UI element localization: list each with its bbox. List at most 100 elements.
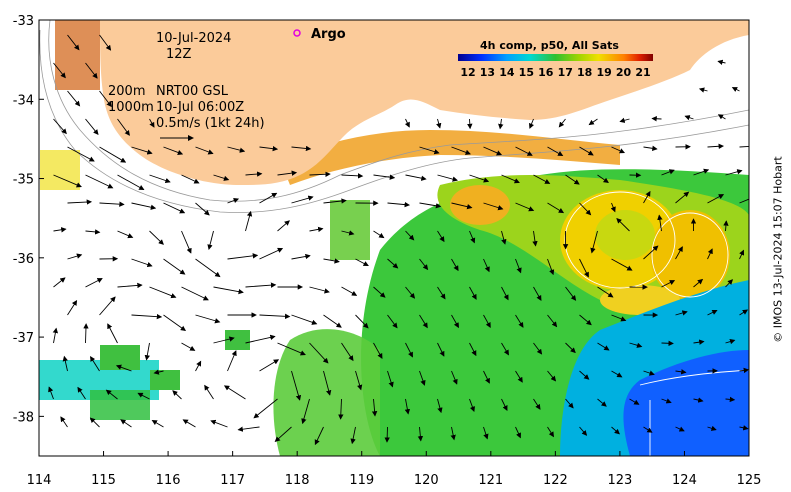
- current-arrow: [579, 146, 594, 156]
- current-arrow: [558, 118, 566, 128]
- current-arrow: [67, 34, 80, 51]
- current-arrow: [547, 370, 557, 382]
- current-arrow: [90, 355, 100, 372]
- current-arrow: [99, 296, 116, 316]
- lat-tick-label: -38: [13, 410, 34, 425]
- current-arrow: [643, 145, 658, 152]
- current-arrow: [253, 398, 278, 419]
- current-arrow: [451, 146, 471, 155]
- current-arrow: [153, 369, 164, 375]
- current-arrow: [172, 390, 182, 400]
- current-arrow: [469, 342, 477, 357]
- current-arrow: [163, 258, 186, 275]
- current-arrow: [60, 416, 68, 428]
- current-arrow: [277, 170, 298, 176]
- current-arrow: [341, 286, 358, 296]
- current-arrow: [483, 370, 490, 384]
- current-arrow: [259, 192, 278, 204]
- current-arrow: [223, 385, 246, 400]
- current-arrow: [181, 230, 192, 254]
- current-arrow: [85, 229, 101, 235]
- current-arrow: [675, 191, 690, 204]
- current-arrow: [725, 169, 743, 176]
- current-arrow: [579, 258, 589, 278]
- current-arrow: [579, 202, 592, 216]
- current-arrow: [611, 314, 627, 322]
- current-arrow: [131, 258, 153, 268]
- current-arrow: [419, 314, 428, 329]
- colorbar-tick-label: 21: [635, 66, 650, 79]
- current-arrow: [309, 171, 331, 177]
- current-arrow: [227, 253, 259, 260]
- longitude-axis: 114 115 116 117 118 119 120 121 122 123 124 125: [27, 451, 762, 488]
- current-arrow: [675, 310, 688, 316]
- current-arrow: [547, 202, 565, 214]
- current-arrow: [341, 230, 355, 236]
- current-arrow: [483, 314, 491, 328]
- current-arrow: [53, 174, 82, 188]
- current-arrow: [739, 367, 749, 374]
- current-arrow: [53, 118, 67, 135]
- lon-tick-label: 114: [27, 473, 52, 488]
- current-arrow: [619, 117, 630, 123]
- current-arrow: [323, 370, 332, 396]
- current-arrow: [693, 278, 704, 288]
- current-arrow: [547, 146, 564, 157]
- current-arrow: [259, 145, 279, 152]
- current-arrow: [717, 114, 726, 120]
- current-arrow: [99, 201, 125, 207]
- current-arrow: [657, 214, 663, 232]
- current-arrow: [405, 286, 416, 299]
- current-arrow: [323, 314, 342, 328]
- current-arrow: [498, 118, 504, 130]
- current-arrow: [373, 174, 396, 180]
- current-arrow: [355, 258, 369, 267]
- current-arrow: [405, 230, 415, 241]
- colorbar: 4h comp, p50, All Sats 12 13 14 15 16 17 18 19 2…: [458, 39, 653, 79]
- current-arrow: [547, 258, 555, 276]
- colorbar-tick-label: 20: [616, 66, 632, 79]
- current-arrow: [717, 59, 726, 65]
- current-arrow: [85, 174, 114, 189]
- current-arrow: [350, 426, 356, 445]
- lon-tick-label: 124: [672, 473, 697, 488]
- current-arrow: [210, 419, 228, 428]
- current-arrow: [163, 202, 186, 214]
- current-arrow: [182, 419, 196, 428]
- argo-marker-icon: [293, 29, 301, 37]
- current-arrow: [405, 342, 413, 358]
- current-arrow: [515, 314, 524, 328]
- current-arrow: [323, 198, 347, 204]
- current-arrow: [117, 174, 145, 191]
- current-arrow: [291, 370, 302, 401]
- current-arrow: [163, 314, 187, 332]
- current-arrow: [643, 426, 653, 433]
- colorbar-tick-label: 15: [519, 66, 534, 79]
- current-arrow: [725, 279, 734, 288]
- current-arrow: [675, 246, 683, 260]
- sst-contours: [564, 191, 749, 456]
- current-arrow: [149, 118, 155, 128]
- lon-tick-label: 125: [737, 473, 762, 488]
- current-arrow: [661, 340, 674, 347]
- current-arrow: [419, 202, 442, 209]
- current-arrow: [227, 197, 240, 204]
- current-arrow: [85, 278, 103, 288]
- date-label: 10-Jul-2024: [156, 31, 231, 46]
- current-arrow: [675, 426, 685, 432]
- current-arrow: [707, 194, 725, 204]
- current-arrow: [309, 286, 330, 294]
- current-arrow: [181, 286, 209, 301]
- current-arrow: [405, 174, 427, 181]
- current-arrow: [314, 426, 324, 446]
- current-arrow: [117, 230, 134, 239]
- current-arrow: [277, 342, 306, 356]
- lon-tick-label: 118: [285, 473, 310, 488]
- current-arrow: [195, 202, 210, 216]
- colorbar-tick-label: 14: [499, 66, 515, 79]
- current-arrow: [643, 370, 655, 376]
- current-arrow: [419, 370, 426, 386]
- current-arrow: [579, 426, 588, 436]
- current-arrow: [149, 230, 164, 245]
- current-arrow: [117, 282, 143, 289]
